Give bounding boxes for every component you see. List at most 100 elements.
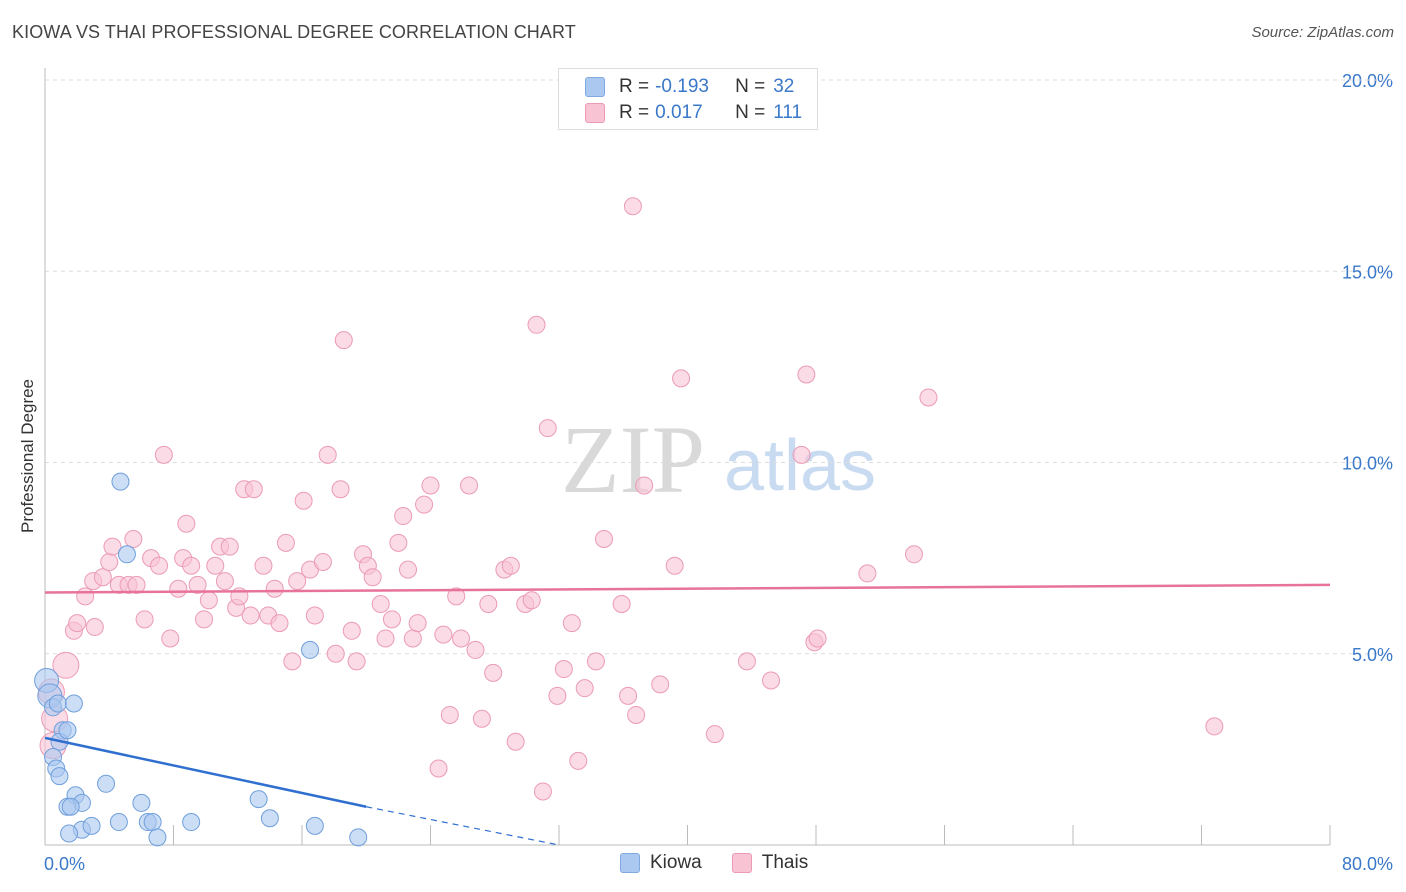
thais-point [460, 476, 479, 495]
y-tick-label: 15.0% [1342, 262, 1393, 282]
thais-point [294, 491, 313, 510]
thais-point [527, 315, 546, 334]
thais-point [347, 652, 366, 671]
kiowa-point [305, 816, 324, 835]
thais-point [665, 556, 684, 575]
legend-n-value: 111 [773, 102, 803, 123]
thais-point [169, 579, 188, 598]
thais-point [220, 537, 239, 556]
thais-trend-line [44, 583, 1331, 594]
kiowa-point [58, 721, 77, 740]
thais-point [399, 560, 418, 579]
kiowa-point [148, 828, 167, 847]
thais-point [575, 679, 594, 698]
thais-point [472, 709, 491, 728]
thais-point [363, 568, 382, 587]
thais-point [103, 537, 122, 556]
kiowa-point [349, 828, 368, 847]
thais-point [797, 365, 816, 384]
thais-point [288, 572, 307, 591]
series-legend-kiowa: Kiowa [620, 852, 702, 874]
thais-point [548, 686, 567, 705]
thais-point [808, 629, 827, 648]
thais-point [371, 595, 390, 614]
thais-point [135, 610, 154, 629]
thais-point [586, 652, 605, 671]
thais-point [858, 564, 877, 583]
series-legend: Kiowa Thais [620, 852, 838, 874]
thais-point [635, 476, 654, 495]
thais-point [206, 556, 225, 575]
kiowa-trend-line [44, 736, 367, 808]
thais-point [244, 480, 263, 499]
series-name-thais: Thais [761, 852, 809, 873]
kiowa-point [50, 767, 69, 786]
thais-point [241, 606, 260, 625]
thais-point [737, 652, 756, 671]
thais-point [452, 629, 471, 648]
thais-point [334, 331, 353, 350]
kiowa-point [109, 813, 128, 832]
legend-n-label: N = [735, 102, 766, 123]
watermark-zip: ZIP [561, 406, 705, 513]
correlation-legend: R = -0.193 N = 32 R = 0.017 N = 111 [558, 68, 818, 130]
thais-point [394, 507, 413, 526]
y-axis-label: Professional Degree [18, 378, 37, 534]
thais-point [538, 419, 557, 438]
legend-row-kiowa: R = -0.193 N = 32 [585, 75, 794, 99]
thais-point [154, 445, 173, 464]
series-name-kiowa: Kiowa [650, 852, 702, 873]
kiowa-point [61, 797, 80, 816]
thais-point [318, 445, 337, 464]
thais-point [501, 556, 520, 575]
y-tick-label: 10.0% [1342, 454, 1393, 474]
thais-point [376, 629, 395, 648]
kiowa-trend-extension [366, 806, 560, 846]
legend-r-value: -0.193 [655, 76, 709, 97]
thais-point [127, 575, 146, 594]
thais-point [283, 652, 302, 671]
thais-point [403, 629, 422, 648]
thais-point [612, 595, 631, 614]
thais-point [484, 663, 503, 682]
thais-point [569, 751, 588, 770]
thais-point [1205, 717, 1224, 736]
kiowa-point [301, 640, 320, 659]
chart-title: KIOWA VS THAI PROFESSIONAL DEGREE CORREL… [12, 22, 576, 42]
thais-point [161, 629, 180, 648]
kiowa-point [249, 790, 268, 809]
thais-point [188, 575, 207, 594]
thais-point [415, 495, 434, 514]
series-swatch-kiowa [620, 853, 640, 873]
thais-point [313, 552, 332, 571]
legend-r-value: 0.017 [655, 102, 703, 123]
legend-swatch-thais [585, 103, 605, 123]
thais-point [792, 445, 811, 464]
thais-point [124, 530, 143, 548]
thais-point [389, 533, 408, 552]
thais-point [506, 732, 525, 751]
kiowa-point [60, 824, 79, 843]
thais-point [904, 545, 923, 564]
thais-point [276, 533, 295, 552]
thais-point [440, 705, 459, 724]
source-label: Source: ZipAtlas.com [1251, 24, 1394, 41]
thais-point [619, 686, 638, 705]
kiowa-point [117, 545, 136, 564]
thais-point [68, 614, 87, 633]
thais-point [762, 671, 781, 690]
thais-point [627, 705, 646, 724]
thais-point [651, 675, 670, 694]
thais-point [265, 579, 284, 598]
thais-point [429, 759, 448, 778]
thais-point [522, 591, 541, 610]
thais-point [270, 614, 289, 633]
x-tick-label-max: 80.0% [1342, 854, 1393, 874]
thais-point [408, 614, 427, 633]
thais-point [594, 530, 613, 548]
watermark-atlas: atlas [724, 426, 876, 506]
kiowa-point [48, 694, 67, 713]
kiowa-point [143, 813, 162, 832]
thais-point [554, 660, 573, 679]
